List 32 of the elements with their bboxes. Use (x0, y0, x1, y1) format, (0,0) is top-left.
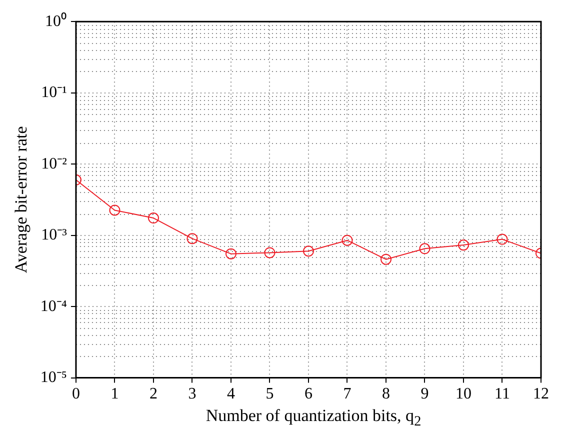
x-tick-label: 11 (494, 386, 510, 403)
x-tick-label: 4 (226, 386, 235, 403)
point (342, 234, 353, 246)
y-tick-label: 10⁰ (44, 12, 67, 30)
x-tick-label: 7 (343, 386, 352, 403)
y-tick-label: 10⁻⁴ (40, 298, 68, 315)
point (225, 248, 236, 260)
point (186, 233, 198, 244)
x-tick-label: 2 (149, 386, 158, 403)
x-tick-label: 1 (110, 386, 119, 403)
x-tick-label: 10 (455, 386, 472, 403)
x-tick-label: 5 (266, 386, 274, 403)
point (148, 212, 159, 224)
x-axis-title: Number of quantization bits, q$_{2}$ (204, 406, 422, 432)
x-tick-label: 3 (188, 386, 196, 403)
point (380, 254, 392, 265)
x-tick-label: 12 (533, 386, 549, 403)
x-tick-label: 9 (420, 386, 429, 403)
y-tick-label: 10⁻⁵ (40, 369, 67, 386)
x-tick-label: 8 (382, 386, 390, 403)
point (264, 247, 276, 258)
point (302, 246, 314, 257)
y-tick-label: 10⁻³ (41, 226, 68, 244)
y-tick-label: 10⁻² (41, 155, 68, 172)
x-tick-label: 0 (72, 386, 80, 403)
point (419, 243, 430, 254)
y-tick-label: 10⁻¹ (41, 84, 68, 102)
point (496, 234, 508, 245)
point (109, 204, 120, 216)
x-tick-label: 6 (304, 386, 312, 403)
point (458, 240, 469, 251)
y-axis-title: Average bit-error rate (12, 126, 31, 274)
